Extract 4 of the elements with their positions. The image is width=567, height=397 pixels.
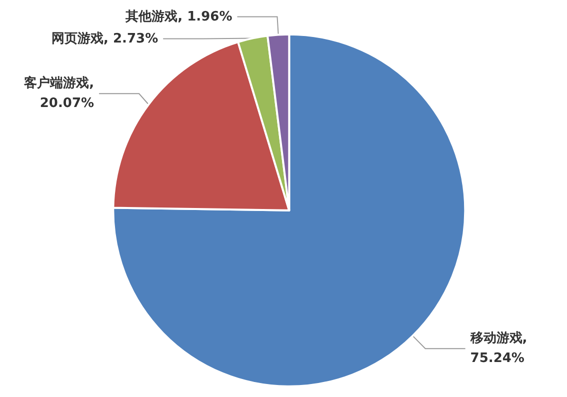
slice-label: 移动游戏, 75.24% [469,331,528,366]
slice-label: 客户端游戏, 20.07% [23,75,94,112]
slice-label: 其他游戏, 1.96% [124,9,232,24]
slice-label: 网页游戏, 2.73% [52,31,158,46]
